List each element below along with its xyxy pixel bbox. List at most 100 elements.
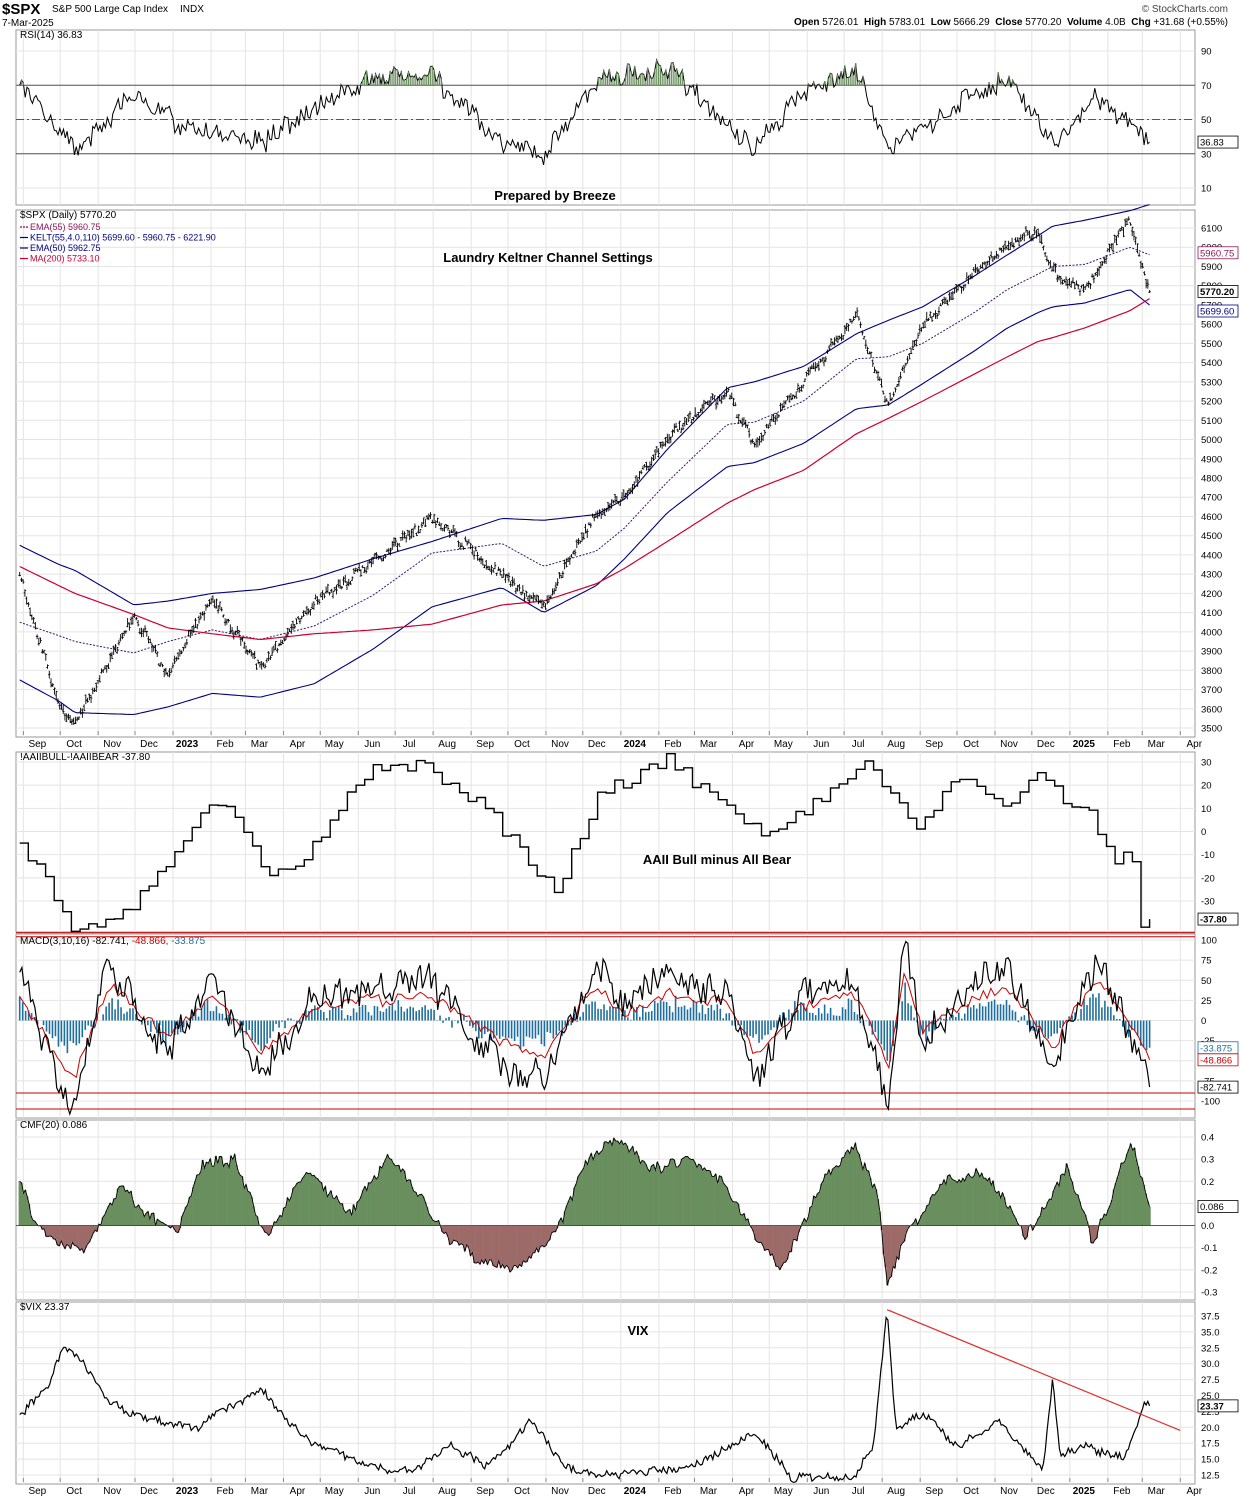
price-legend-entry: KELT(55,4.0,110) 5699.60 - 5960.75 - 622…	[30, 233, 216, 243]
rsi-annotation: Prepared by Breeze	[494, 188, 615, 203]
price-x-axis-label: Dec	[588, 739, 606, 750]
vix-x-axis-label: Sep	[476, 1486, 494, 1497]
aaii-tick-label: 0	[1201, 827, 1206, 838]
cmf-tick-label: -0.3	[1201, 1288, 1217, 1299]
cmf-last-value-label: 0.086	[1200, 1202, 1224, 1213]
vix-x-axis-label: Dec	[1037, 1486, 1055, 1497]
macd-title-part: MACD(3,10,16)	[20, 936, 89, 947]
price-kelt-upper-line	[19, 204, 1150, 606]
price-x-axis-label: Aug	[887, 739, 905, 750]
price-tick-label: 5400	[1201, 358, 1222, 369]
cmf-last-value-box	[1197, 1200, 1239, 1213]
rsi-title: RSI(14) 36.83	[20, 30, 83, 41]
price-legend-entry: MA(200) 5733.10	[30, 254, 100, 264]
price-x-axis-label: 2024	[624, 739, 647, 750]
price-x-axis-label: Nov	[103, 739, 121, 750]
rsi-last-value-box	[1197, 135, 1239, 149]
price-tick-label: 4000	[1201, 627, 1222, 638]
vix-x-axis-label: Aug	[438, 1486, 456, 1497]
price-tick-label: 5600	[1201, 320, 1222, 331]
price-title: $SPX (Daily) 5770.20	[20, 210, 117, 221]
price-x-axis-label: Apr	[1186, 739, 1202, 750]
price-x-axis-label: Apr	[739, 739, 755, 750]
price-tick-label: 3900	[1201, 647, 1222, 658]
macd-title-part: -82.741,	[89, 936, 128, 947]
vix-tick-label: 22.5	[1201, 1407, 1220, 1418]
open-label: Open	[793, 17, 820, 28]
rsi-last-value-label: 36.83	[1200, 138, 1224, 149]
close-value: 5770.20	[1025, 17, 1062, 28]
aaii-panel: -30 -20 -10 0 10 20 30	[15, 751, 1215, 933]
vix-x-axis-label: Feb	[1113, 1486, 1131, 1497]
aaii-last-value-label: -37.80	[1200, 915, 1227, 926]
price-tick-label: 3800	[1201, 666, 1222, 677]
price-x-axis-label: Mar	[251, 739, 269, 750]
price-ohlc-bars	[18, 216, 1151, 726]
price-x-axis-label: Nov	[1000, 739, 1018, 750]
vix-x-axis-label: Jul	[852, 1486, 865, 1497]
price-tick-label: 6100	[1201, 224, 1222, 235]
macd-last-value: -48.866	[1197, 1053, 1239, 1067]
price-x-axis-label: Apr	[290, 739, 306, 750]
aaii-last-value-box	[1197, 912, 1239, 926]
macd-title: MACD(3,10,16) -82.741, -48.866, -33.875	[20, 936, 206, 947]
price-legend-entry: EMA(50) 5962.75	[30, 243, 101, 253]
vix-x-axis-label: Oct	[66, 1486, 82, 1497]
symbol-name: S&P 500 Large Cap Index	[52, 4, 169, 15]
price-last-value-box	[1197, 246, 1239, 260]
low-value: 5666.29	[953, 17, 990, 28]
macd-last-value-box	[1197, 1053, 1239, 1067]
price-last-value-box	[1197, 285, 1239, 298]
price-panel: 3500 3600 3700 3800 3900 4000 4100 4200 4300 4400…	[15, 209, 1222, 738]
price-x-axis-label: Sep	[28, 739, 46, 750]
price-tick-label: 4600	[1201, 512, 1222, 523]
cmf-title: CMF(20) 0.086	[20, 1120, 88, 1131]
aaii-line	[19, 753, 1151, 932]
vix-x-axis-label: Nov	[1000, 1486, 1018, 1497]
aaii-tick-label: -30	[1201, 897, 1215, 908]
price-x-axis-label: Sep	[476, 739, 494, 750]
vix-tick-label: 32.5	[1201, 1343, 1220, 1354]
close-label: Close	[995, 17, 1023, 28]
rsi-tick-label: 30	[1201, 149, 1212, 160]
price-x-axis-label: Mar	[1148, 739, 1166, 750]
price-x-axis-label: Nov	[551, 739, 569, 750]
vix-x-axis-label: 2024	[624, 1486, 647, 1497]
rsi-tick-label: 10	[1201, 184, 1212, 195]
macd-tick-label: -100	[1201, 1097, 1220, 1108]
price-x-axis-label: Oct	[66, 739, 82, 750]
price-x-axis-label: 2023	[176, 739, 199, 750]
macd-tick-label: 50	[1201, 976, 1212, 987]
price-x-axis-label: Dec	[140, 739, 158, 750]
macd-last-value-label: -33.875	[1200, 1043, 1232, 1054]
low-label: Low	[930, 17, 951, 28]
macd-last-value: -82.741	[1197, 1080, 1239, 1094]
macd-frame	[15, 933, 1196, 1119]
aaii-frame	[15, 751, 1196, 933]
price-x-axis-label: Jul	[852, 739, 865, 750]
aaii-tick-label: -10	[1201, 850, 1215, 861]
vix-tick-label: 20.0	[1201, 1423, 1220, 1434]
vix-tick-label: 30.0	[1201, 1359, 1220, 1370]
vix-x-axis-label: May	[774, 1486, 793, 1497]
price-x-axis-label: May	[325, 739, 344, 750]
rsi-panel: 10 30 50 70 90	[15, 29, 1212, 206]
vix-x-axis-label: Feb	[216, 1486, 234, 1497]
macd-last-value: -33.875	[1197, 1041, 1239, 1054]
rsi-last-value: 36.83	[1197, 135, 1239, 149]
macd-histogram	[18, 982, 1151, 1062]
rsi-frame	[15, 29, 1196, 206]
vix-x-axis-label: 2023	[176, 1486, 199, 1497]
vix-x-axis-label: Jun	[813, 1486, 829, 1497]
vix-x-axis-label: May	[325, 1486, 344, 1497]
vix-frame	[15, 1301, 1196, 1485]
high-value: 5783.01	[889, 17, 926, 28]
price-kelt-lower-line	[19, 289, 1150, 716]
rsi-tick-label: 90	[1201, 47, 1212, 58]
aaii-title: !AAIIBULL-!AAIIBEAR -37.80	[20, 752, 150, 763]
price-x-axis-label: Sep	[925, 739, 943, 750]
cmf-tick-label: 0.4	[1201, 1133, 1214, 1144]
vix-tick-label: 35.0	[1201, 1327, 1220, 1338]
vix-x-axis-label: Apr	[1186, 1486, 1202, 1497]
